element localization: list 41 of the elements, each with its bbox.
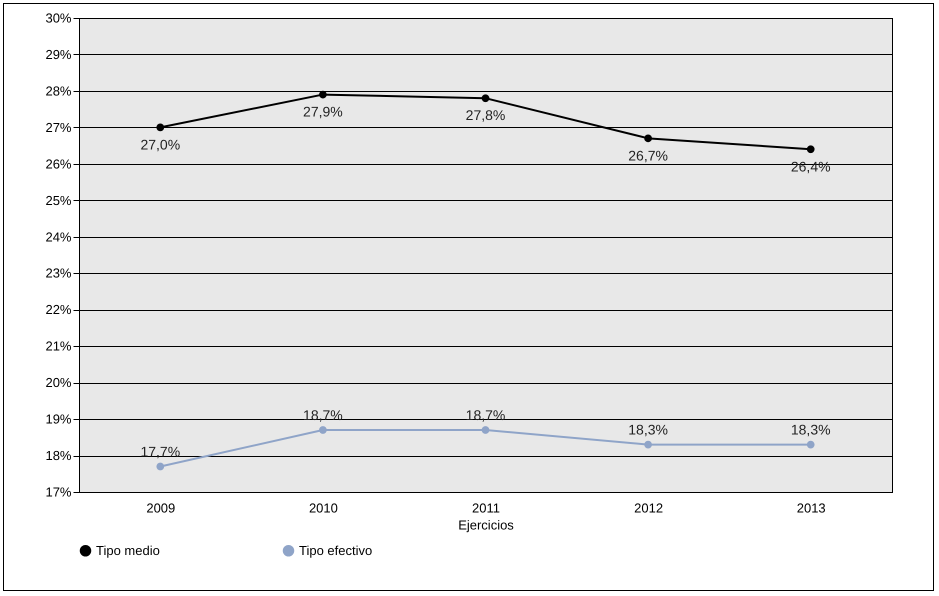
point: [319, 90, 327, 98]
y-tick-label: 21%: [45, 338, 72, 354]
legend-label: Tipo efectivo: [299, 542, 372, 558]
data-label: 17,7%: [140, 443, 180, 460]
point: [644, 440, 652, 448]
data-label: 26,7%: [628, 147, 668, 164]
y-tick-label: 17%: [45, 484, 72, 500]
y-tick-label: 27%: [45, 120, 72, 135]
data-label: 18,7%: [303, 407, 343, 424]
data-label: 18,3%: [628, 422, 668, 438]
point: [482, 426, 490, 434]
y-tick-label: 29%: [45, 46, 72, 62]
x-axis-title: Ejercicios: [458, 518, 514, 532]
x-tick-label: 2009: [146, 500, 176, 516]
y-tick-label: 30%: [45, 10, 72, 26]
data-label: 27,0%: [140, 136, 180, 152]
y-tick-label: 25%: [45, 192, 72, 208]
legend-label: Tipo medio: [96, 542, 160, 558]
x-tick-label: 2013: [796, 500, 826, 516]
point: [319, 426, 327, 434]
y-tick-label: 23%: [45, 266, 72, 281]
y-tick-label: 26%: [45, 156, 72, 172]
y-tick-label: 20%: [45, 375, 72, 390]
y-tick-label: 19%: [45, 412, 72, 427]
data-label: 27,9%: [303, 104, 343, 120]
point: [156, 124, 164, 132]
x-tick-label: 2011: [472, 500, 500, 516]
point: [482, 94, 490, 102]
data-label: 27,8%: [466, 107, 506, 124]
data-label: 18,7%: [466, 407, 506, 424]
y-tick-label: 28%: [45, 83, 72, 98]
data-label: 18,3%: [790, 422, 831, 438]
point: [806, 440, 815, 448]
y-tick-label: 24%: [45, 229, 72, 244]
point: [644, 134, 652, 142]
y-tick-label: 22%: [45, 302, 72, 318]
y-tick-label: 18%: [45, 448, 72, 464]
point: [156, 462, 164, 470]
point: [806, 145, 815, 154]
x-tick-label: 2012: [634, 500, 664, 516]
x-tick-label: 2010: [308, 500, 338, 516]
